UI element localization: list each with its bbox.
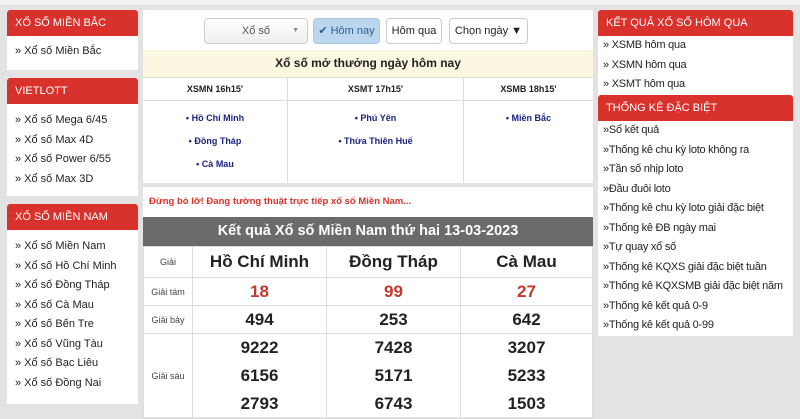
province-header: Cà Mau (460, 246, 593, 278)
schedule-column: XSMN 16h15' • Hồ Chí Minh • Đồng Tháp • … (143, 78, 288, 183)
yesterday-button[interactable]: Hôm qua (386, 18, 442, 44)
today-schedule: XSMN 16h15' • Hồ Chí Minh • Đồng Tháp • … (143, 77, 593, 183)
prize-value: 5233 (507, 366, 546, 385)
prize-value: 2793 (240, 394, 279, 413)
sidebar-link[interactable]: »Thống kê chu kỳ loto giải đặc biệt (603, 202, 764, 214)
sidebar-link[interactable]: » Xổ số Power 6/55 (15, 153, 112, 165)
prize-value: 494 (192, 305, 327, 334)
main-content: Xổ số ▼ ✔ Hôm nay Hôm qua Chọn ngày ▼ Xổ … (143, 10, 593, 419)
sidebar-link[interactable]: » Xổ số Đồng Nai (15, 376, 102, 389)
province-link[interactable]: • Thừa Thiên Huế (338, 136, 413, 146)
section-title: VIETLOTT (7, 78, 138, 104)
prize-value: 3207 (507, 338, 546, 357)
chevron-down-icon: ▼ (292, 27, 299, 34)
sidebar-link[interactable]: »Thống kê ĐB ngày mai (603, 221, 716, 234)
left-section-vietlott: VIETLOTT » Xổ số Mega 6/45 » Xổ số Max 4… (7, 78, 138, 196)
province-header: Đồng Tháp (326, 246, 461, 278)
sidebar-link[interactable]: »Thống kê KQXSMB giải đặc biệt năm (603, 280, 783, 292)
sidebar-link[interactable]: » XSMN hôm qua (603, 58, 687, 71)
prize-value: 27 (460, 277, 593, 306)
sidebar-link[interactable]: » Xổ số Max 4D (15, 133, 94, 146)
province-link[interactable]: • Đồng Tháp (188, 136, 242, 146)
sidebar-link[interactable]: » Xổ số Đồng Tháp (15, 279, 110, 291)
prize-value: 5171 (374, 366, 413, 385)
sidebar-link[interactable]: » Xổ số Bạc Liêu (15, 357, 99, 369)
pick-date-button[interactable]: Chọn ngày ▼ (449, 18, 528, 44)
sidebar-link[interactable]: »Thống kê KQXS giải đặc biệt tuần (603, 260, 767, 273)
sidebar-link[interactable]: » Xổ số Miền Nam (15, 240, 106, 252)
lottery-select[interactable]: Xổ số ▼ (204, 18, 308, 44)
prize-value: 253 (326, 305, 461, 334)
table-row: Giải bảy 494 253 642 (143, 305, 593, 334)
select-value: Xổ số (241, 25, 271, 37)
prize-value: 9222 (240, 338, 279, 357)
table-row: Giải tám 18 99 27 (143, 277, 593, 306)
schedule-column: XSMT 17h15' • Phú Yên • Thừa Thiên Huế (288, 78, 464, 183)
right-section-yesterday: KẾT QUẢ XỔ SỐ HÔM QUA » XSMB hôm qua » X… (598, 10, 793, 95)
section-title: XỔ SỐ MIỀN NAM (7, 204, 138, 230)
sidebar-link[interactable]: »Sổ kết quả (603, 124, 659, 136)
table-row: Giải sáu 9222 6156 2793 7428 5171 6743 3207 5… (143, 333, 593, 419)
schedule-column: XSMB 18h15' • Miền Bắc (464, 78, 593, 183)
prize-value: 6743 (374, 394, 413, 413)
table-header-row: Giải Hồ Chí Minh Đồng Tháp Cà Mau (143, 246, 593, 278)
sidebar-link[interactable]: »Tần số nhịp loto (603, 163, 684, 175)
province-link[interactable]: • Hồ Chí Minh (185, 113, 245, 123)
sidebar-link[interactable]: »Thống kê kết quả 0-99 (603, 319, 714, 331)
prize-value: 642 (460, 305, 593, 334)
prize-value: 99 (326, 277, 461, 306)
live-notice[interactable]: Đừng bỏ lỡ! Đang tường thuật trực tiếp x… (149, 196, 412, 207)
right-section-stats: THỐNG KÊ ĐẶC BIỆT »Sổ kết quả »Thống kê … (598, 95, 793, 336)
sidebar-link[interactable]: » XSMB hôm qua (603, 39, 686, 51)
column-header: XSMN 16h15' (143, 78, 287, 101)
prize-value: 6156 (240, 366, 279, 385)
section-title: THỐNG KÊ ĐẶC BIỆT (598, 95, 793, 121)
sidebar-link[interactable]: » Xổ số Vũng Tàu (15, 337, 103, 350)
prize-label: Giải sáu (143, 333, 193, 419)
left-section-north: XỔ SỐ MIỀN BẮC » Xổ số Miền Bắc (7, 10, 138, 70)
prize-value: 1503 (507, 394, 546, 413)
label-header: Giải (143, 246, 193, 278)
sidebar-link[interactable]: »Thống kê chu kỳ loto không ra (603, 143, 749, 156)
toolbar: Xổ số ▼ ✔ Hôm nay Hôm qua Chọn ngày ▼ (143, 10, 593, 50)
section-title: KẾT QUẢ XỔ SỐ HÔM QUA (598, 10, 793, 36)
left-section-south: XỔ SỐ MIỀN NAM » Xổ số Miền Nam » Xổ số … (7, 204, 138, 404)
prize-value: 18 (192, 277, 327, 306)
sidebar-link[interactable]: » Xổ số Cà Mau (15, 298, 94, 311)
prize-label: Giải bảy (143, 305, 193, 334)
results-table: Giải Hồ Chí Minh Đồng Tháp Cà Mau Giải t… (143, 246, 593, 419)
top-strip (0, 0, 800, 5)
sidebar-link[interactable]: »Thống kê kết quả 0-9 (603, 299, 708, 312)
prize-value: 7428 (374, 338, 413, 357)
sidebar-link[interactable]: »Đầu đuôi loto (603, 182, 671, 195)
province-header: Hồ Chí Minh (192, 246, 327, 278)
sidebar-link[interactable]: » Xổ số Max 3D (15, 172, 94, 185)
sidebar-link[interactable]: »Tự quay xổ số (603, 241, 676, 253)
section-title: XỔ SỐ MIỀN BẮC (7, 10, 138, 36)
sidebar-link[interactable]: » Xổ số Miền Bắc (15, 45, 102, 57)
province-link[interactable]: • Miền Bắc (505, 113, 552, 123)
sidebar-link[interactable]: » Xổ số Mega 6/45 (15, 114, 108, 126)
sidebar-link[interactable]: » Xổ số Bến Tre (15, 318, 94, 330)
sidebar-link[interactable]: » Xổ số Hồ Chí Minh (15, 259, 117, 272)
results-panel: Đừng bỏ lỡ! Đang tường thuật trực tiếp x… (143, 187, 593, 419)
sidebar-link[interactable]: » XSMT hôm qua (603, 78, 685, 90)
province-link[interactable]: • Phú Yên (354, 113, 397, 123)
today-button[interactable]: ✔ Hôm nay (313, 18, 380, 44)
column-header: XSMB 18h15' (464, 78, 593, 101)
results-title: Kết quả Xổ số Miền Nam thứ hai 13-03-202… (143, 217, 593, 246)
prize-label: Giải tám (143, 277, 193, 306)
province-link[interactable]: • Cà Mau (196, 159, 234, 169)
today-title: Xổ số mở thưởng ngày hôm nay (143, 50, 593, 77)
column-header: XSMT 17h15' (288, 78, 463, 101)
